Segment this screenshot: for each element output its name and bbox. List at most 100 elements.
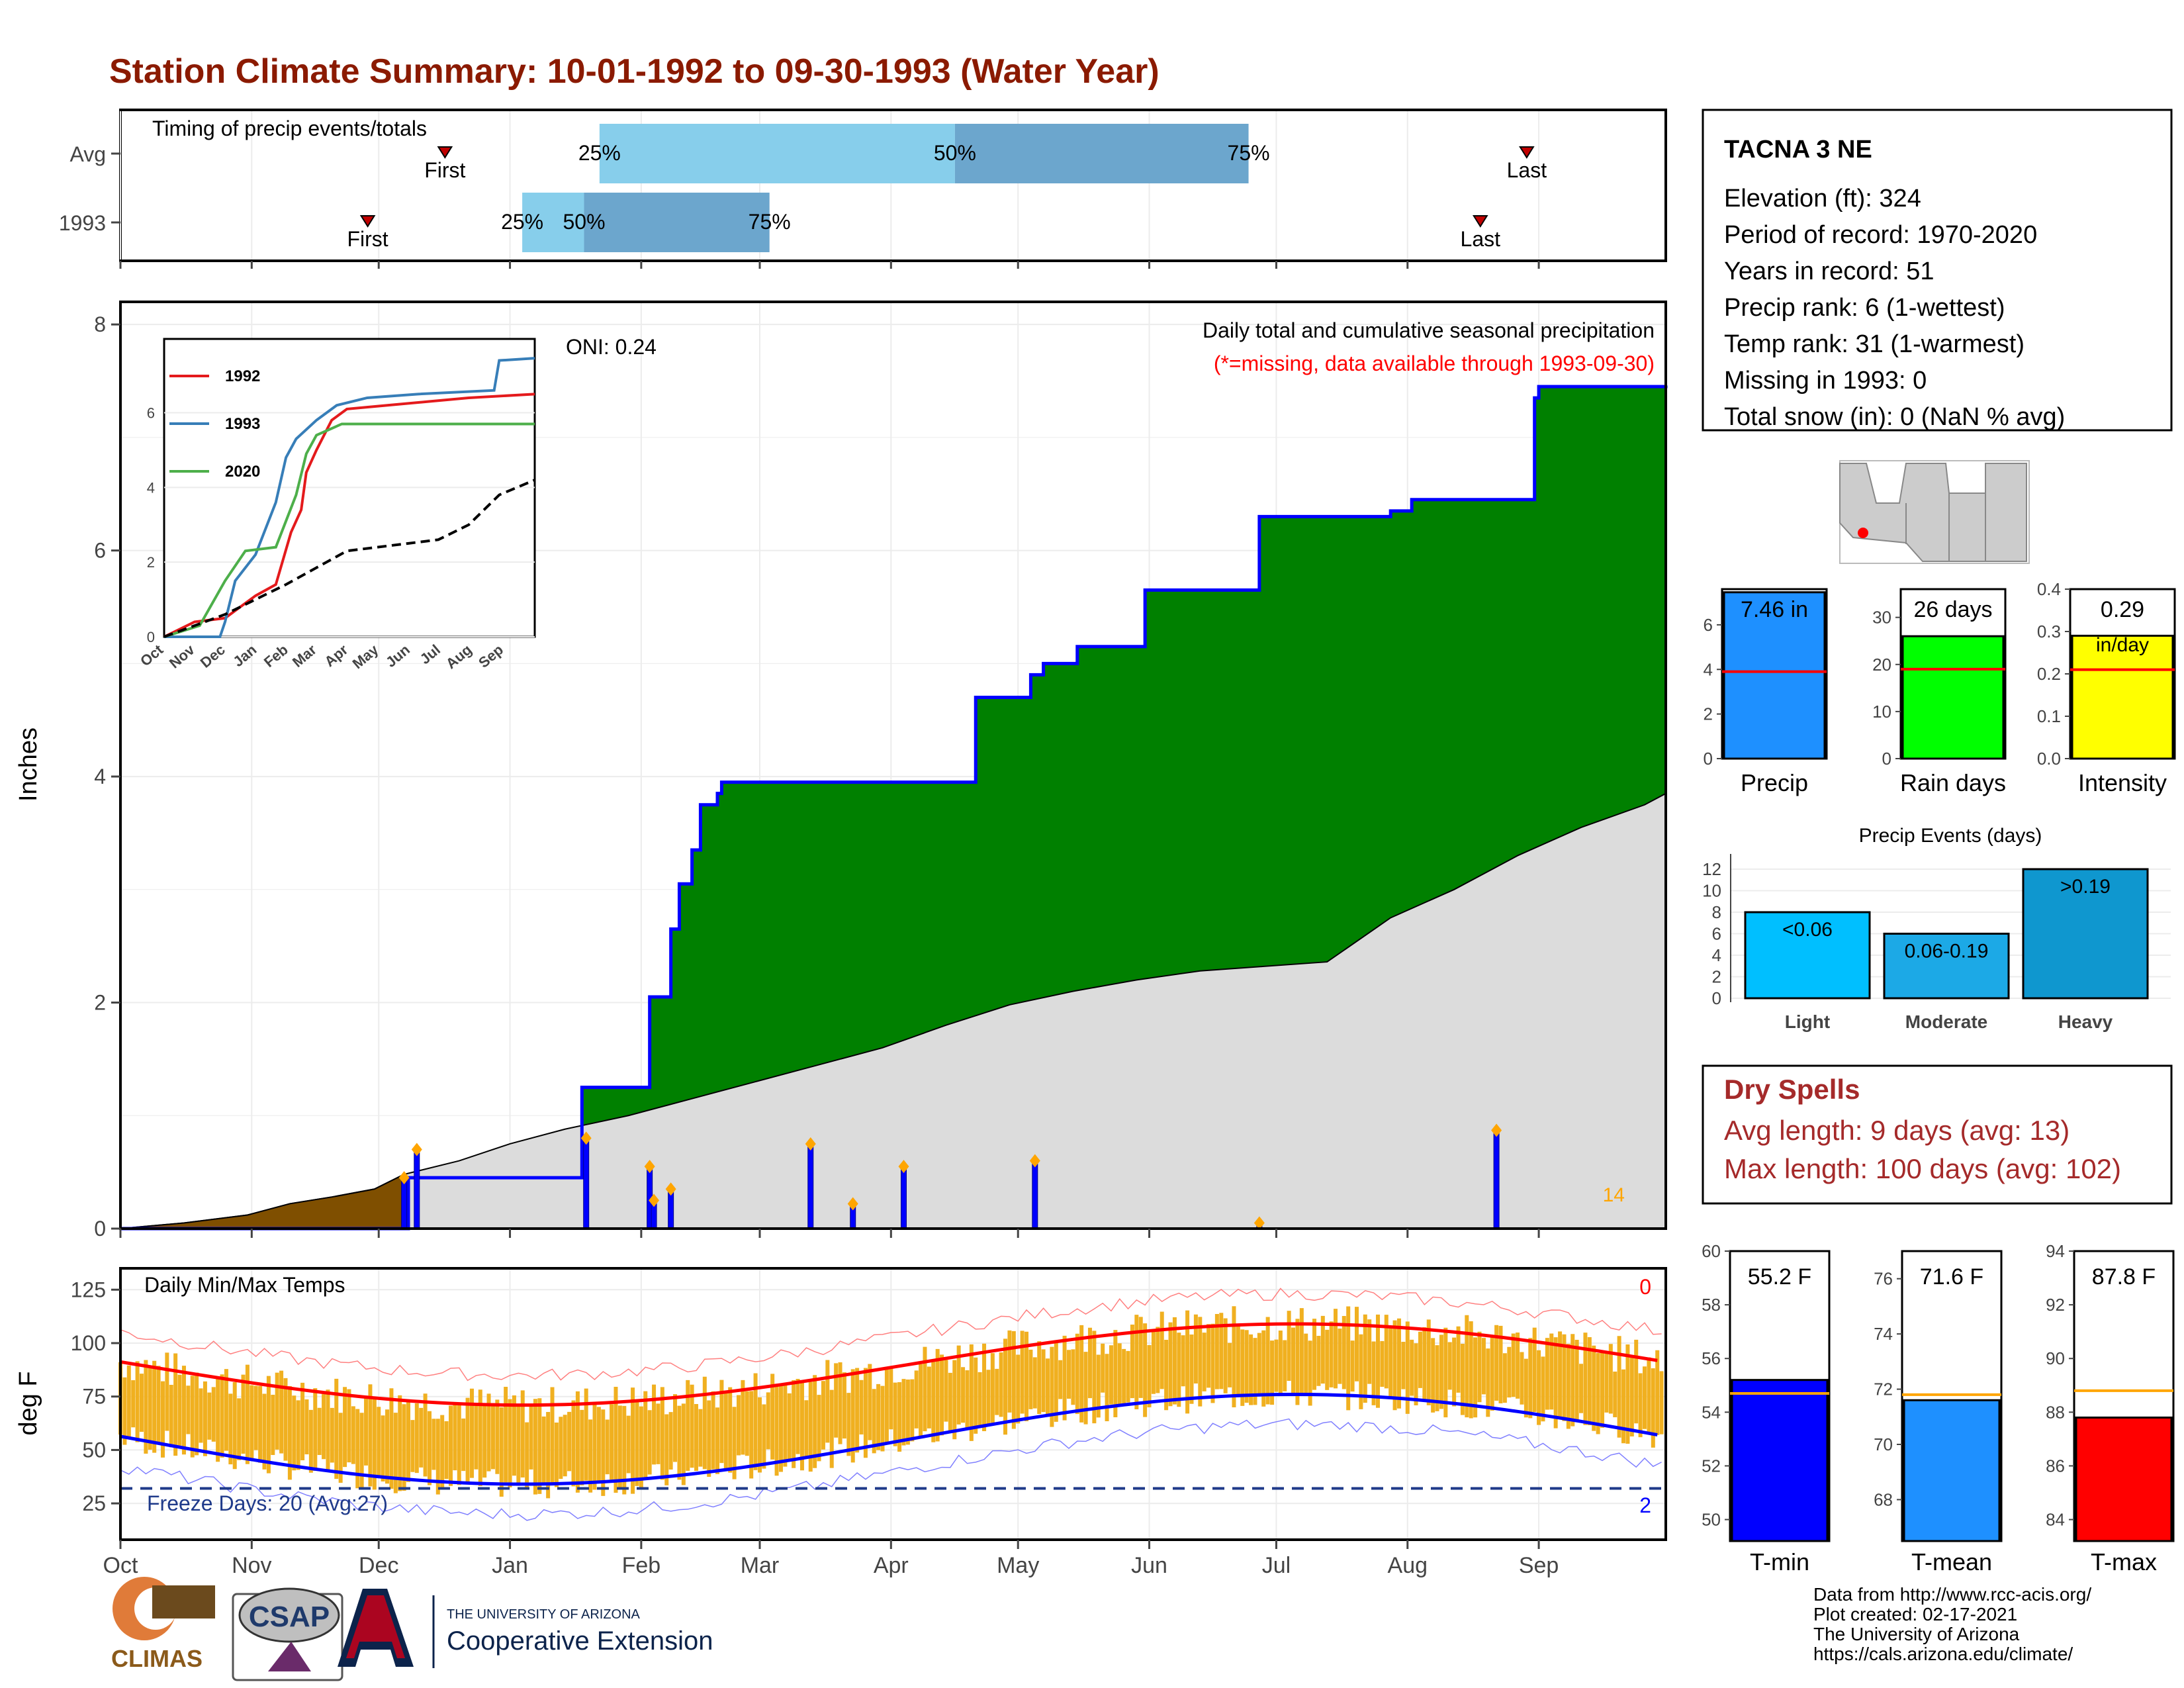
timing-p25-label: 25% [501, 210, 543, 234]
month-tick-label: Nov [232, 1553, 271, 1578]
temp-ytick-label: 125 [71, 1278, 106, 1301]
csap-logo-text: CSAP [249, 1601, 330, 1633]
intensity-ytick-label: 0.1 [2037, 706, 2061, 726]
month-tick-label: Sep [1519, 1553, 1559, 1578]
freeze-days-label: Freeze Days: 20 (Avg:27) [147, 1491, 388, 1515]
daily-precip-marker [649, 1194, 660, 1207]
inset-line-average [163, 479, 535, 638]
ua-logo: THE UNIVERSITY OF ARIZONA Cooperative Ex… [338, 1589, 713, 1668]
timing-first-marker [359, 215, 376, 228]
rain-ytick-label: 10 [1872, 702, 1891, 722]
temp-top-count: 0 [1639, 1275, 1651, 1299]
station-name: TACNA 3 NE [1724, 136, 1872, 164]
dry-spells-box: Dry Spells Avg length: 9 days (avg: 13) … [1702, 1064, 2173, 1205]
daily-precip-marker [644, 1160, 655, 1174]
temp-ylabel: deg F [15, 1371, 42, 1435]
precip-bar [1723, 591, 1826, 760]
daily-precip-bar [807, 1143, 814, 1229]
timing-label: Timing of precip events/totals [152, 117, 427, 140]
precip-events-title: Precip Events (days) [1859, 825, 2042, 847]
timing-first-label: First [347, 227, 388, 251]
daily-precip-marker [847, 1197, 858, 1211]
climas-logo: CLIMAS [111, 1577, 215, 1672]
record-min-line [120, 1418, 1662, 1521]
temp-ytick-label: 75 [82, 1385, 106, 1409]
inset-line-2020 [163, 422, 535, 638]
timing-p25-label: 25% [578, 141, 621, 165]
csap-logo: CSAP [232, 1587, 343, 1681]
daily-precip-bar [401, 1177, 408, 1229]
events-ytick-label: 6 [1712, 924, 1721, 944]
rain-ytick-label: 30 [1872, 608, 1891, 628]
intensity-ytick-label: 0.2 [2037, 664, 2061, 684]
tmean-axis-label: T-mean [1911, 1548, 1992, 1575]
daily-precip-marker [898, 1160, 909, 1174]
inset-legend-label: 1992 [225, 367, 260, 385]
main-ylabel: Inches [15, 727, 42, 802]
timing-last-marker [1472, 215, 1488, 228]
intensity-bar [2071, 634, 2174, 760]
intensity-ytick-label: 0.3 [2037, 622, 2061, 641]
inset-ytick-label: 0 [147, 629, 155, 645]
tmin-ytick-label: 54 [1702, 1402, 1721, 1422]
footer-line: https://cals.arizona.edu/climate/ [1813, 1644, 2073, 1664]
main-precip-panel: Inches ONI: 0.24 Daily total and cumulat… [15, 301, 1668, 1241]
tmax-value-label: 87.8 F [2092, 1264, 2156, 1289]
location-map [1839, 460, 2030, 564]
tmin-ytick-label: 60 [1702, 1241, 1721, 1261]
timing-last-marker [1519, 146, 1535, 159]
tmin-ytick-label: 56 [1702, 1348, 1721, 1368]
inset-legend-label: 2020 [225, 463, 260, 481]
missing-note: (*=missing, data available through 1993-… [1214, 352, 1655, 375]
tmin-ytick-label: 50 [1702, 1510, 1721, 1530]
tmax-bar [2075, 1416, 2173, 1542]
avg-max-line [120, 1322, 1658, 1407]
month-tick-label: Oct [103, 1553, 138, 1578]
rain-ytick-label: 0 [1882, 749, 1891, 769]
ua-small-text: THE UNIVERSITY OF ARIZONA [447, 1607, 641, 1622]
daily-precip-marker [1253, 1216, 1265, 1230]
tmax-ytick-label: 90 [2046, 1348, 2065, 1368]
daily-precip-marker [580, 1131, 592, 1145]
dry-spells-avg: Avg length: 9 days (avg: 13) [1724, 1115, 2070, 1146]
inset-ytick-label: 2 [147, 554, 155, 571]
cumulative-1993-line [120, 385, 1668, 1231]
tmin-axis-label: T-min [1750, 1548, 1809, 1575]
tmax-ytick-label: 84 [2046, 1510, 2065, 1530]
month-tick-label: Jul [1262, 1553, 1291, 1578]
precip-ytick-label: 0 [1704, 749, 1713, 769]
rain-bar [1901, 635, 2005, 760]
month-tick-label: Feb [622, 1553, 661, 1578]
station-info-line: Years in record: 51 [1724, 258, 1934, 285]
daily-precip-marker [1491, 1123, 1502, 1137]
climas-logo-text: CLIMAS [111, 1645, 203, 1672]
month-tick-label: Dec [359, 1553, 398, 1578]
oni-label: ONI: 0.24 [566, 335, 657, 359]
precip-ytick-label: 4 [1704, 659, 1713, 679]
daily-precip-marker [665, 1182, 676, 1196]
tmin-value-label: 55.2 F [1748, 1264, 1811, 1289]
rain-ytick-label: 20 [1872, 655, 1891, 675]
tmean-ytick-label: 68 [1874, 1489, 1893, 1509]
tmean-bar [1903, 1399, 2001, 1542]
station-info-line: Missing in 1993: 0 [1724, 367, 1927, 395]
footer-line: Data from http://www.rcc-acis.org/ [1813, 1584, 2091, 1605]
intensity-ytick-label: 0.0 [2037, 749, 2061, 769]
tmax-ytick-label: 86 [2046, 1456, 2065, 1476]
main-ytick-label: 4 [94, 765, 106, 788]
timing-p75-label: 75% [749, 210, 791, 234]
precip-ytick-label: 2 [1704, 704, 1713, 724]
events-bar-label: <0.06 [1782, 919, 1833, 941]
avg-min-line [120, 1393, 1658, 1486]
events-ytick-label: 4 [1712, 945, 1721, 965]
events-bar-label: >0.19 [2060, 876, 2111, 898]
footer-line: The University of Arizona [1813, 1624, 2020, 1644]
tmax-ytick-label: 88 [2046, 1402, 2065, 1422]
timing-p75-label: 75% [1228, 141, 1270, 165]
timing-bar-50-75 [954, 124, 1249, 183]
timing-bar-50-75 [584, 193, 770, 252]
footer-line: Plot created: 02-17-2021 [1813, 1604, 2017, 1624]
intensity-ytick-label: 0.4 [2037, 579, 2061, 599]
